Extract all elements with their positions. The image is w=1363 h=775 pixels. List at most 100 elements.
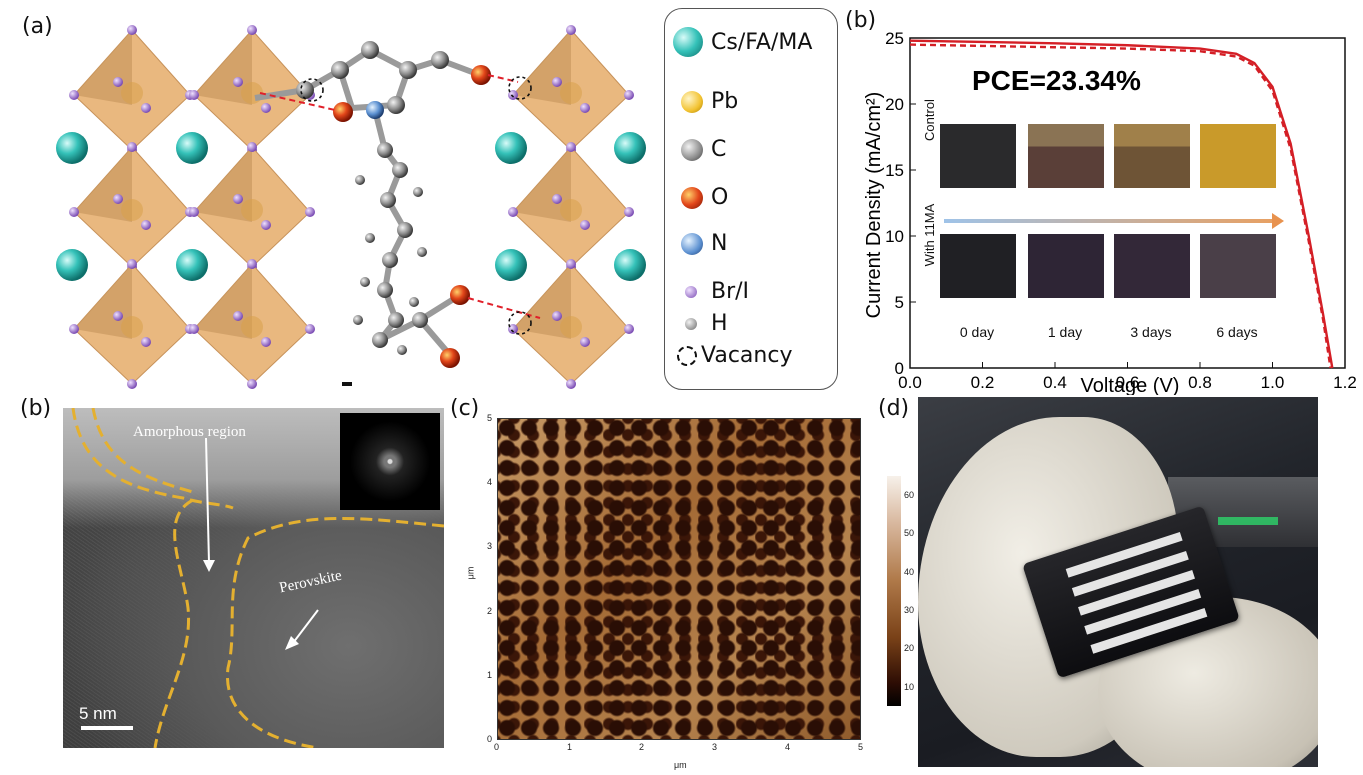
colorbar-tick: 30 <box>904 605 915 615</box>
halide-atom <box>580 220 590 230</box>
pb-atom <box>241 82 263 104</box>
thumb-control-0 <box>940 124 1016 188</box>
halide-atom <box>233 77 243 87</box>
cs-fa-ma-spheres <box>56 132 646 281</box>
halide-atom <box>261 337 271 347</box>
x-tick-label: 1.2 <box>1333 373 1357 392</box>
halide-atom <box>141 103 151 113</box>
pce-annotation: PCE=23.34% <box>972 65 1141 96</box>
fft-inset <box>340 413 440 510</box>
legend-item-cs-fa-ma: Cs/FA/MA <box>673 27 812 57</box>
halide-atom <box>566 379 576 389</box>
halide-atom <box>552 77 562 87</box>
thumb-control-2 <box>1114 124 1190 188</box>
day-label-0: 0 day <box>959 324 995 340</box>
halide-atom <box>566 259 576 269</box>
halide-atom <box>580 103 590 113</box>
halide-atom <box>233 194 243 204</box>
colorbar-tick: 20 <box>904 643 915 653</box>
afm-xtick: 0 <box>494 742 500 752</box>
halide-atom <box>69 90 79 100</box>
halide-atom <box>247 25 257 35</box>
thumb-control-3 <box>1200 124 1276 188</box>
pb-atom <box>560 82 582 104</box>
halide-atom <box>566 142 576 152</box>
scale-bar <box>81 726 133 730</box>
panel-label-b-bottom: (b) <box>20 396 52 421</box>
x-tick-label: 0.4 <box>1043 373 1067 392</box>
thumb-with-0 <box>940 234 1016 298</box>
panel-label-d: (d) <box>878 396 910 421</box>
carbon-icon <box>681 138 703 161</box>
halide-atom <box>69 324 79 334</box>
halide-atom <box>566 25 576 35</box>
halide-atom <box>189 207 199 217</box>
halide-atom <box>247 259 257 269</box>
afm-y-axis: 5 4 3 2 1 0 μm <box>465 413 494 744</box>
halide-atom <box>127 379 137 389</box>
x-tick-label: 0.6 <box>1116 373 1140 392</box>
vacancy-icon <box>677 345 697 366</box>
afm-xtick: 5 <box>858 742 864 752</box>
legend-item-vacancy: Vacancy <box>677 343 792 368</box>
legend-item-c: C <box>681 137 726 162</box>
halide-atom <box>508 207 518 217</box>
halide-atom <box>624 207 634 217</box>
halide-atom <box>580 337 590 347</box>
halide-atom <box>127 259 137 269</box>
pb-atom <box>560 316 582 338</box>
pb-atom <box>560 199 582 221</box>
y-tick-label: 5 <box>895 293 904 312</box>
pb-atom <box>121 199 143 221</box>
perovskite-structure-illustration <box>56 25 646 389</box>
legend-item-o: O <box>681 185 728 210</box>
grain-boundary-outline <box>71 408 444 748</box>
halide-atom <box>305 207 315 217</box>
colorbar-tick: 40 <box>904 567 915 577</box>
thumb-control-1 <box>1028 124 1104 188</box>
x-tick-label: 0.8 <box>1188 373 1212 392</box>
afm-frame <box>497 418 861 740</box>
colorbar-tick: 10 <box>904 682 915 692</box>
cs-fa-ma-icon <box>673 27 703 57</box>
oxygen-icon <box>681 186 703 209</box>
molecule-atoms <box>296 41 491 368</box>
halide-atom <box>247 379 257 389</box>
nitrogen-icon <box>681 232 703 255</box>
y-tick-label: 15 <box>885 161 904 180</box>
x-tick-label: 1.0 <box>1261 373 1285 392</box>
afm-ytick: 0 <box>486 734 492 744</box>
arrow-head-icon <box>1272 213 1284 229</box>
halide-atom <box>508 324 518 334</box>
y-axis-label: Current Density (mA/cm²) <box>863 92 885 319</box>
legend-item-n: N <box>681 231 727 256</box>
halide-atom <box>113 311 123 321</box>
flexible-device-photo <box>918 397 1318 767</box>
pb-atom <box>121 82 143 104</box>
day-label-1: 1 day <box>1047 324 1083 340</box>
halide-atom <box>305 324 315 334</box>
jv-chart: 0.0 0.2 0.4 0.6 0.8 1.0 1.2 0 5 10 15 20 25 Voltage … <box>863 29 1357 395</box>
pb-atom <box>121 316 143 338</box>
pb-atom <box>241 199 263 221</box>
halide-atom <box>127 25 137 35</box>
halide-atom <box>261 103 271 113</box>
legend-item-br-i: Br/I <box>685 279 749 304</box>
panel-label-b-top: (b) <box>845 8 877 33</box>
halide-atom <box>552 194 562 204</box>
time-arrow <box>944 219 1276 223</box>
day-label-2: 3 days <box>1130 324 1172 340</box>
halide-atom <box>624 90 634 100</box>
afm-y-unit: μm <box>465 566 476 580</box>
halide-atom <box>261 220 271 230</box>
panel-label-a: (a) <box>22 14 53 39</box>
atom-legend: Cs/FA/MA Pb C O N Br/I H Vacancy <box>664 8 838 390</box>
halide-atom <box>233 311 243 321</box>
colorbar-ticks: 60 50 40 30 20 10 <box>904 490 928 700</box>
y-tick-label: 10 <box>885 227 904 246</box>
vacancy-circles <box>300 76 532 335</box>
afm-height-map <box>497 418 861 740</box>
afm-ytick: 2 <box>486 606 492 616</box>
vacancy-bonds <box>259 74 541 319</box>
halide-atom <box>247 142 257 152</box>
